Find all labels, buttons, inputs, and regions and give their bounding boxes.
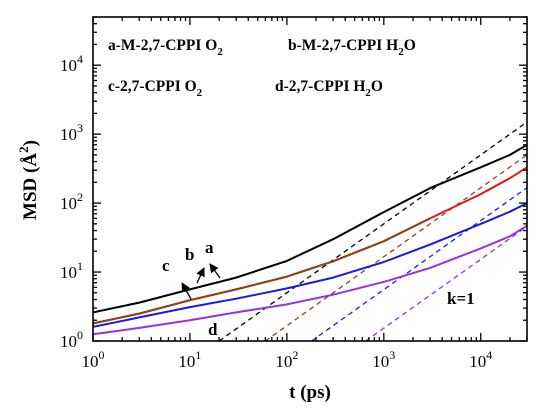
x-axis-ticks: 100 101 102 103 104 — [82, 17, 528, 371]
arrow-a — [210, 264, 220, 278]
annotation-b: b — [185, 245, 194, 264]
x-tick-label: 100 — [82, 348, 105, 371]
y-tick-label: 103 — [60, 121, 83, 144]
annotation-k1: k=1 — [447, 289, 475, 308]
legend-entry-d: d-2,7-CPPI H2O — [275, 78, 383, 99]
legend-entry-a: a-M-2,7-CPPI O2 — [108, 37, 223, 58]
x-axis-title: t (ps) — [289, 382, 331, 403]
x-tick-label: 102 — [275, 348, 298, 371]
annotation-a: a — [205, 238, 214, 257]
legend: a-M-2,7-CPPI O2 b-M-2,7-CPPI H2O c-2,7-C… — [108, 37, 416, 99]
arrow-b — [197, 268, 204, 283]
x-tick-label: 104 — [469, 348, 492, 371]
y-axis-title: MSD (Å2) — [16, 140, 41, 220]
reference-line-4 — [366, 226, 527, 341]
x-tick-label: 101 — [178, 348, 201, 371]
legend-entry-b: b-M-2,7-CPPI H2O — [288, 37, 416, 58]
y-tick-label: 102 — [60, 190, 83, 213]
reference-line-3 — [312, 188, 527, 341]
y-tick-label: 101 — [60, 259, 83, 282]
reference-line-2 — [265, 155, 527, 341]
y-tick-label: 104 — [60, 52, 83, 75]
curve-annotations: a b c d k=1 — [162, 238, 475, 339]
x-tick-label: 103 — [372, 348, 395, 371]
annotation-c: c — [162, 256, 170, 275]
annotation-d: d — [208, 320, 218, 339]
y-axis-title-prefix: MSD ( — [20, 167, 41, 220]
y-tick-label: 100 — [60, 328, 83, 351]
y-axis-title-suffix: ) — [20, 140, 41, 146]
y-axis-title-unit: Å — [20, 153, 41, 167]
series-line-e — [93, 226, 527, 335]
series-line-a — [93, 145, 527, 313]
svg-text:MSD (Å2): MSD (Å2) — [16, 140, 41, 220]
legend-entry-c: c-2,7-CPPI O2 — [108, 78, 203, 99]
